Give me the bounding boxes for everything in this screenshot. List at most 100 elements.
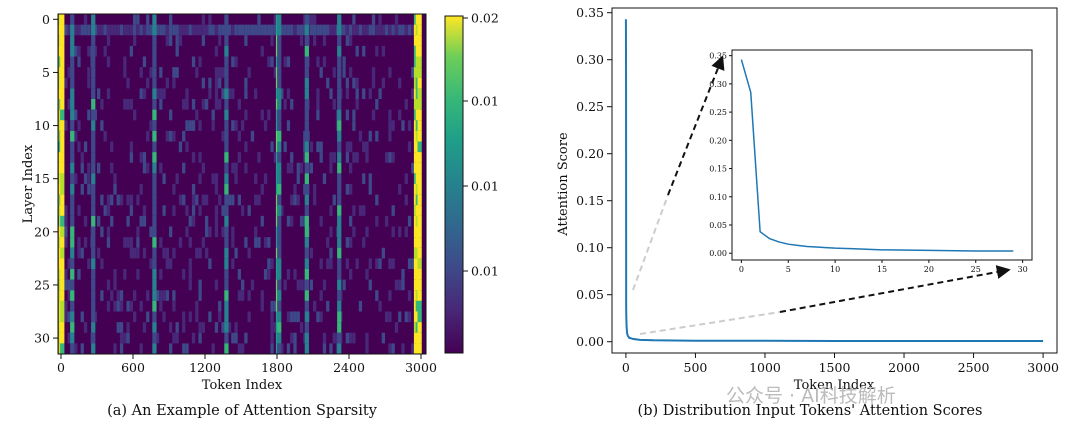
heatmap-cell [149,24,153,36]
heatmap-cell [191,152,196,163]
heatmap-token-column-cell [337,184,342,195]
heatmap-cell [352,109,356,121]
heatmap-y-axis-label: Layer Index [21,144,36,223]
heatmap-cell [106,194,111,206]
heatmap-cell [293,269,297,280]
heatmap-cell [201,194,205,206]
heatmap-token-column-cell [152,24,157,36]
heatmap-token-column-cell [91,258,96,270]
heatmap-cell [113,24,117,36]
heatmap-x-tick-label: 1800 [261,360,293,375]
inset-y-tick-label: 0.10 [709,193,727,202]
heatmap-token-column-cell [417,343,422,355]
heatmap-cell [385,311,389,323]
heatmap-token-column-cell [277,184,282,195]
heatmap-cell [208,226,212,238]
heatmap-cell [221,205,225,216]
heatmap-token-column-cell [70,24,75,36]
heatmap-cell [237,343,241,355]
heatmap-cell [113,173,117,185]
heatmap-cell [93,45,97,57]
line-chart-panel: 0 500 1000 1500 2000 2500 3000 0.00 0.05 0.10 0.1… [556,5,1059,419]
heatmap-cell [345,77,349,89]
heatmap-cell [136,226,140,238]
heatmap-token-column-cell [91,45,96,57]
heatmap-token-column-cell [337,269,342,280]
heatmap-cell [77,24,81,36]
heatmap-token-column-cell [224,290,229,301]
heatmap-token-column-cell [60,14,65,25]
heatmap-x-tick-label: 3000 [405,360,437,375]
heatmap-token-column-cell [337,247,342,259]
heatmap-token-column-cell [152,258,157,270]
heatmap-y-ticks: 0 5 10 15 20 25 30 [34,12,58,346]
heatmap-token-column-cell [224,120,229,131]
heatmap-cell [64,279,68,291]
heatmap-cell [388,152,392,163]
heatmap-cell [313,35,317,46]
heatmap-token-column-cell [417,290,422,301]
heatmap-cell [299,215,304,227]
heatmap-cell [244,141,248,153]
heatmap-cell [159,162,163,174]
heatmap-token-column-cell [304,109,309,121]
heatmap-cell [100,120,104,131]
heatmap-cell [332,67,336,78]
heatmap-cell [273,14,277,25]
heatmap-x-axis-label: Token Index [202,378,283,393]
heatmap-cell [119,300,124,312]
heatmap-cell [139,215,143,227]
heatmap-cell [270,35,274,46]
heatmap-cell [349,215,353,227]
heatmap-cell [106,226,111,238]
heatmap-cell [214,24,219,36]
heatmap-cell [398,77,402,89]
heatmap-token-column-cell [417,77,422,89]
heatmap-token-column-cell [70,130,75,142]
heatmap-cell [149,67,153,78]
heatmap-cell [407,311,412,323]
heatmap-cell [178,35,183,46]
heatmap-cell [332,194,336,206]
heatmap-cell [97,88,101,100]
heatmap-cell [64,269,68,280]
heatmap-cell [309,141,313,153]
heatmap-cell [411,258,415,270]
heatmap-cell [188,215,192,227]
heatmap-cell [391,152,395,163]
heatmap-cell [106,205,111,216]
heatmap-cell [227,194,232,206]
heatmap-cell [329,152,333,163]
heatmap-cell [290,162,294,174]
heatmap-token-column-cell [304,343,309,355]
heatmap-cell [100,99,104,110]
heatmap-cell [244,237,248,248]
heatmap-cell [349,141,353,153]
heatmap-cell [139,343,143,355]
heatmap-cell [368,184,372,195]
heatmap-cell [142,24,147,36]
heatmap-token-column-cell [417,67,422,78]
heatmap-cell [214,184,219,195]
heatmap-token-column-cell [91,300,96,312]
heatmap-token-column-cell [60,109,65,121]
heatmap-cell [270,343,274,355]
heatmap-cell [185,99,189,110]
heatmap-y-tick-label: 10 [34,118,50,133]
heatmap-token-column-cell [91,343,96,355]
heatmap-cell [129,237,133,248]
heatmap-cell [362,141,366,153]
heatmap-cell [296,279,300,291]
heatmap-cell [178,24,183,36]
heatmap-token-column-cell [91,311,96,323]
line-x-tick-label: 2500 [958,360,990,375]
heatmap-token-column-cell [337,88,342,100]
heatmap-cell [149,120,153,131]
heatmap-token-column-cell [417,258,422,270]
heatmap-token-column-cell [304,237,309,248]
heatmap-token-column-cell [60,173,65,185]
heatmap-cell [231,88,235,100]
heatmap-cell [371,24,376,36]
heatmap-token-column-cell [304,35,309,46]
heatmap-cell [221,88,225,100]
